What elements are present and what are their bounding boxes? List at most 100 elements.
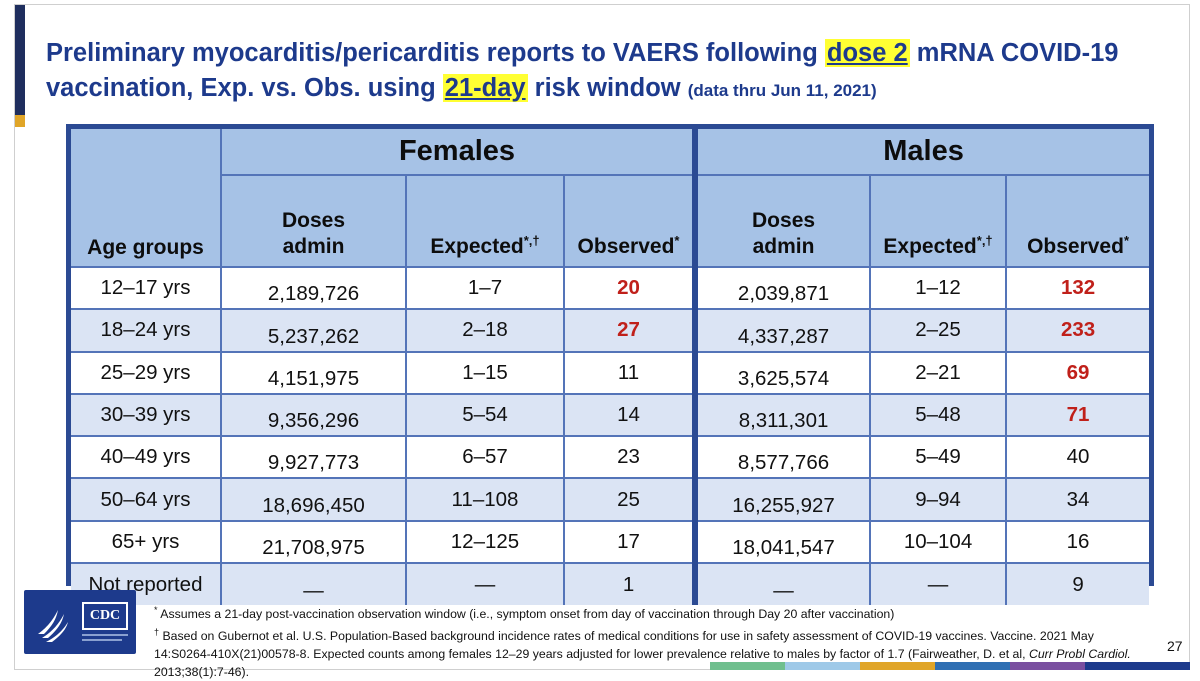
males-observed-cell: 71 [1005, 392, 1150, 437]
title-text-3: risk window [527, 74, 688, 102]
males-observed-header: Observed* [1005, 175, 1150, 267]
age-group-cell: 65+ yrs [71, 519, 221, 564]
males-expected-cell: 9–94 [869, 477, 1007, 521]
males-observed-cell: 9 [1005, 562, 1150, 606]
females-observed-cell: 14 [562, 392, 696, 437]
data-table-frame: Age groups Females Males Doses admin Expe… [66, 124, 1154, 606]
females-expected-cell: 1–7 [405, 265, 564, 310]
stripe-light-blue [785, 662, 860, 670]
age-groups-header: Age groups [71, 129, 221, 267]
females-doses-cell: 9,356,296 [220, 392, 406, 437]
title-text-1: Preliminary myocarditis/pericarditis rep… [46, 39, 825, 67]
title-text-2: mRNA COVID-19 vaccination, Exp. vs. Obs.… [46, 39, 1119, 102]
age-group-cell: 50–64 yrs [71, 477, 221, 521]
age-group-cell: Not reported [71, 562, 221, 606]
males-observed-cell: 16 [1005, 519, 1150, 564]
cdc-wordmark: CDC [82, 602, 128, 630]
bottom-color-stripes [590, 662, 1190, 670]
logo-tagline-line [82, 634, 128, 636]
stripe-green [710, 662, 785, 670]
females-observed-cell: 27 [562, 308, 696, 352]
males-expected-cell: 5–48 [869, 392, 1007, 437]
table-row: 12–17 yrs 2,189,726 1–7 20 2,039,871 1–12 132 [71, 265, 1150, 310]
table-row: Not reported — —1— —9 [71, 562, 1150, 606]
table-row: 30–39 yrs 9,356,296 5–54 14 8,311,301 5–48 71 [71, 392, 1150, 437]
females-observed-header: Observed* [562, 175, 696, 267]
males-observed-cell: 132 [1005, 265, 1150, 310]
females-expected-cell: 5–54 [405, 392, 564, 437]
males-doses-cell: 3,625,574 [692, 350, 871, 394]
males-doses-cell: 2,039,871 [692, 265, 871, 310]
males-expected-cell: 10–104 [869, 519, 1007, 564]
stripe-navy [1085, 662, 1190, 670]
table-row: 65+ yrs 21,708,975 12–125 17 18,041,547 10–10… [71, 519, 1150, 564]
males-expected-cell: 1–12 [869, 265, 1007, 310]
males-doses-header: Doses admin [692, 175, 871, 267]
males-doses-cell: 4,337,287 [692, 308, 871, 352]
hhs-eagle-icon [38, 610, 68, 642]
table-body: 12–17 yrs 2,189,726 1–7 20 2,039,871 1–12 132 1… [71, 265, 1150, 606]
stripe-purple [1010, 662, 1085, 670]
females-expected-cell: 12–125 [405, 519, 564, 564]
males-doses-cell: 8,577,766 [692, 435, 871, 479]
females-doses-cell: — [220, 562, 406, 606]
stripe-gold [860, 662, 935, 670]
age-group-cell: 40–49 yrs [71, 435, 221, 479]
table-row: 50–64 yrs 18,696,450 11–108 25 16,255,927 9–9… [71, 477, 1150, 521]
page-number: 27 [1167, 638, 1183, 654]
females-expected-header: Expected*,† [405, 175, 564, 267]
females-expected-cell: 11–108 [405, 477, 564, 521]
males-doses-cell: 18,041,547 [692, 519, 871, 564]
myocarditis-table: Age groups Females Males Doses admin Expe… [71, 129, 1150, 606]
slide-title: Preliminary myocarditis/pericarditis rep… [46, 36, 1166, 108]
females-observed-cell: 17 [562, 519, 696, 564]
females-doses-cell: 9,927,773 [220, 435, 406, 479]
title-date-note: (data thru Jun 11, 2021) [687, 81, 877, 100]
females-doses-cell: 4,151,975 [220, 350, 406, 394]
males-observed-cell: 40 [1005, 435, 1150, 479]
footnotes: * Assumes a 21-day post-vaccination obse… [154, 601, 1154, 681]
table-row: 25–29 yrs 4,151,975 1–15 11 3,625,574 2–21 69 [71, 350, 1150, 394]
males-doses-cell: 8,311,301 [692, 392, 871, 437]
males-expected-cell: 2–21 [869, 350, 1007, 394]
left-accent-bar-navy [15, 5, 25, 115]
age-group-cell: 18–24 yrs [71, 308, 221, 352]
females-observed-cell: 11 [562, 350, 696, 394]
age-group-cell: 30–39 yrs [71, 392, 221, 437]
title-highlight-dose: dose 2 [824, 39, 910, 67]
left-accent-bar-gold [15, 115, 25, 127]
females-doses-cell: 5,237,262 [220, 308, 406, 352]
females-doses-header: Doses admin [220, 175, 406, 267]
males-group-header: Males [692, 129, 1150, 176]
males-doses-cell: — [692, 562, 871, 606]
females-doses-cell: 2,189,726 [220, 265, 406, 310]
logo-tagline-line-2 [82, 639, 122, 641]
females-observed-cell: 23 [562, 435, 696, 479]
males-doses-cell: 16,255,927 [692, 477, 871, 521]
females-doses-cell: 18,696,450 [220, 477, 406, 521]
males-observed-cell: 69 [1005, 350, 1150, 394]
age-group-cell: 25–29 yrs [71, 350, 221, 394]
females-doses-cell: 21,708,975 [220, 519, 406, 564]
females-expected-cell: 2–18 [405, 308, 564, 352]
males-expected-header: Expected*,† [869, 175, 1007, 267]
males-expected-cell: 5–49 [869, 435, 1007, 479]
males-observed-cell: 233 [1005, 308, 1150, 352]
cdc-logo: CDC [24, 590, 136, 654]
stripe-blue [935, 662, 1010, 670]
females-expected-cell: 6–57 [405, 435, 564, 479]
females-observed-cell: 25 [562, 477, 696, 521]
title-highlight-window: 21-day [442, 74, 528, 102]
footnote-1: * Assumes a 21-day post-vaccination obse… [154, 605, 895, 622]
males-observed-cell: 34 [1005, 477, 1150, 521]
females-expected-cell: 1–15 [405, 350, 564, 394]
table-row: 40–49 yrs 9,927,773 6–57 23 8,577,766 5–49 40 [71, 435, 1150, 479]
males-expected-cell: — [869, 562, 1007, 606]
males-expected-cell: 2–25 [869, 308, 1007, 352]
table-row: 18–24 yrs 5,237,262 2–18 27 4,337,287 2–25 233 [71, 308, 1150, 352]
age-group-cell: 12–17 yrs [71, 265, 221, 310]
females-observed-cell: 1 [562, 562, 696, 606]
females-group-header: Females [219, 129, 696, 176]
females-expected-cell: — [405, 562, 564, 606]
females-observed-cell: 20 [562, 265, 696, 310]
